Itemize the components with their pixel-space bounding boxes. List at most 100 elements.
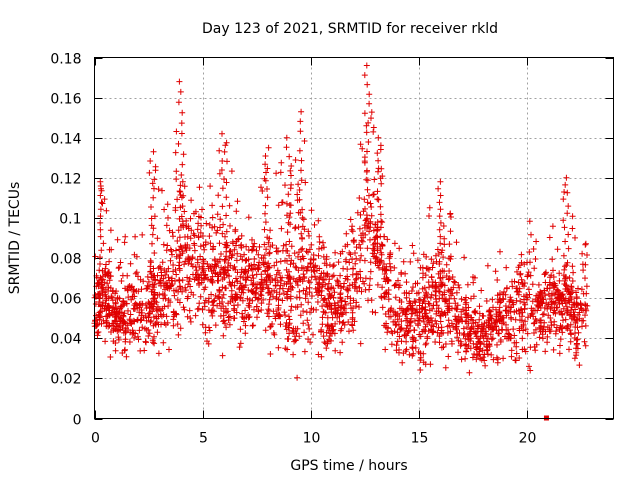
data-point bbox=[374, 196, 381, 203]
data-point bbox=[503, 285, 510, 292]
data-point bbox=[310, 256, 317, 263]
data-point bbox=[520, 322, 527, 329]
data-point bbox=[267, 243, 274, 250]
data-point bbox=[97, 274, 104, 281]
data-point bbox=[215, 273, 222, 280]
data-point bbox=[371, 191, 377, 198]
data-point bbox=[227, 222, 233, 229]
data-point bbox=[214, 277, 221, 284]
data-point bbox=[287, 167, 294, 174]
data-point bbox=[103, 207, 110, 214]
data-point bbox=[473, 346, 480, 353]
data-point bbox=[539, 311, 546, 318]
data-point bbox=[537, 299, 544, 306]
data-point bbox=[559, 329, 566, 336]
data-point bbox=[125, 307, 131, 314]
data-point bbox=[429, 283, 436, 290]
data-point bbox=[107, 273, 114, 280]
data-point bbox=[366, 100, 373, 107]
data-point bbox=[273, 294, 280, 301]
data-point bbox=[518, 251, 525, 258]
data-point bbox=[242, 330, 249, 337]
data-point bbox=[503, 264, 510, 271]
data-point bbox=[337, 309, 344, 316]
data-point bbox=[486, 307, 493, 314]
data-point bbox=[182, 243, 189, 250]
data-point bbox=[108, 293, 115, 300]
data-point bbox=[134, 333, 141, 340]
data-point bbox=[97, 178, 104, 185]
data-point bbox=[368, 204, 375, 210]
data-point bbox=[331, 300, 338, 307]
data-point bbox=[382, 324, 389, 330]
data-point bbox=[492, 268, 499, 275]
data-point bbox=[97, 254, 103, 261]
data-point bbox=[307, 260, 314, 266]
data-point bbox=[562, 316, 569, 323]
data-point bbox=[455, 337, 462, 344]
data-point bbox=[249, 297, 256, 304]
data-point bbox=[226, 313, 233, 320]
data-point bbox=[202, 284, 209, 291]
data-point bbox=[258, 307, 265, 313]
data-point bbox=[441, 310, 448, 316]
data-point bbox=[103, 261, 109, 268]
data-point bbox=[219, 284, 226, 291]
data-point bbox=[417, 350, 424, 357]
data-point bbox=[117, 318, 124, 325]
data-point bbox=[259, 188, 266, 194]
data-point bbox=[396, 297, 403, 304]
data-point bbox=[564, 323, 571, 330]
data-point bbox=[278, 159, 285, 166]
data-point bbox=[151, 333, 157, 340]
data-point bbox=[311, 268, 318, 275]
data-point bbox=[280, 290, 287, 297]
data-point bbox=[140, 278, 147, 285]
data-point bbox=[560, 196, 567, 203]
data-point bbox=[437, 240, 444, 247]
data-point bbox=[547, 305, 554, 312]
data-point bbox=[202, 239, 209, 246]
data-point bbox=[435, 305, 442, 312]
data-point bbox=[197, 253, 204, 260]
data-point bbox=[109, 297, 116, 304]
data-point bbox=[554, 286, 561, 293]
data-point bbox=[419, 305, 426, 311]
data-point bbox=[436, 261, 443, 267]
data-point bbox=[208, 291, 215, 298]
data-point bbox=[267, 227, 274, 234]
data-point bbox=[143, 339, 149, 346]
data-point bbox=[335, 259, 342, 266]
data-point bbox=[353, 299, 360, 306]
data-point bbox=[196, 184, 203, 191]
data-point bbox=[318, 287, 325, 294]
data-point bbox=[202, 272, 209, 279]
data-point bbox=[266, 301, 272, 308]
data-point bbox=[218, 251, 224, 257]
data-point bbox=[185, 257, 192, 263]
data-point bbox=[363, 62, 370, 69]
data-point bbox=[412, 344, 419, 351]
data-point bbox=[182, 284, 189, 291]
data-point bbox=[350, 327, 357, 334]
data-point bbox=[511, 309, 518, 316]
data-point bbox=[275, 202, 282, 209]
data-point bbox=[284, 258, 290, 264]
data-point bbox=[572, 234, 578, 241]
data-point bbox=[310, 264, 317, 271]
data-point bbox=[366, 91, 373, 98]
data-point bbox=[325, 280, 332, 287]
data-point bbox=[172, 266, 179, 273]
data-point bbox=[556, 350, 563, 357]
data-point bbox=[515, 279, 522, 286]
data-point bbox=[298, 246, 305, 253]
data-point bbox=[98, 199, 105, 206]
data-point bbox=[255, 295, 262, 302]
data-point bbox=[408, 310, 415, 317]
data-point bbox=[183, 247, 190, 254]
data-point bbox=[323, 301, 329, 308]
data-point bbox=[160, 241, 167, 248]
data-point bbox=[322, 340, 329, 347]
data-point bbox=[265, 313, 272, 320]
data-point bbox=[159, 259, 166, 266]
